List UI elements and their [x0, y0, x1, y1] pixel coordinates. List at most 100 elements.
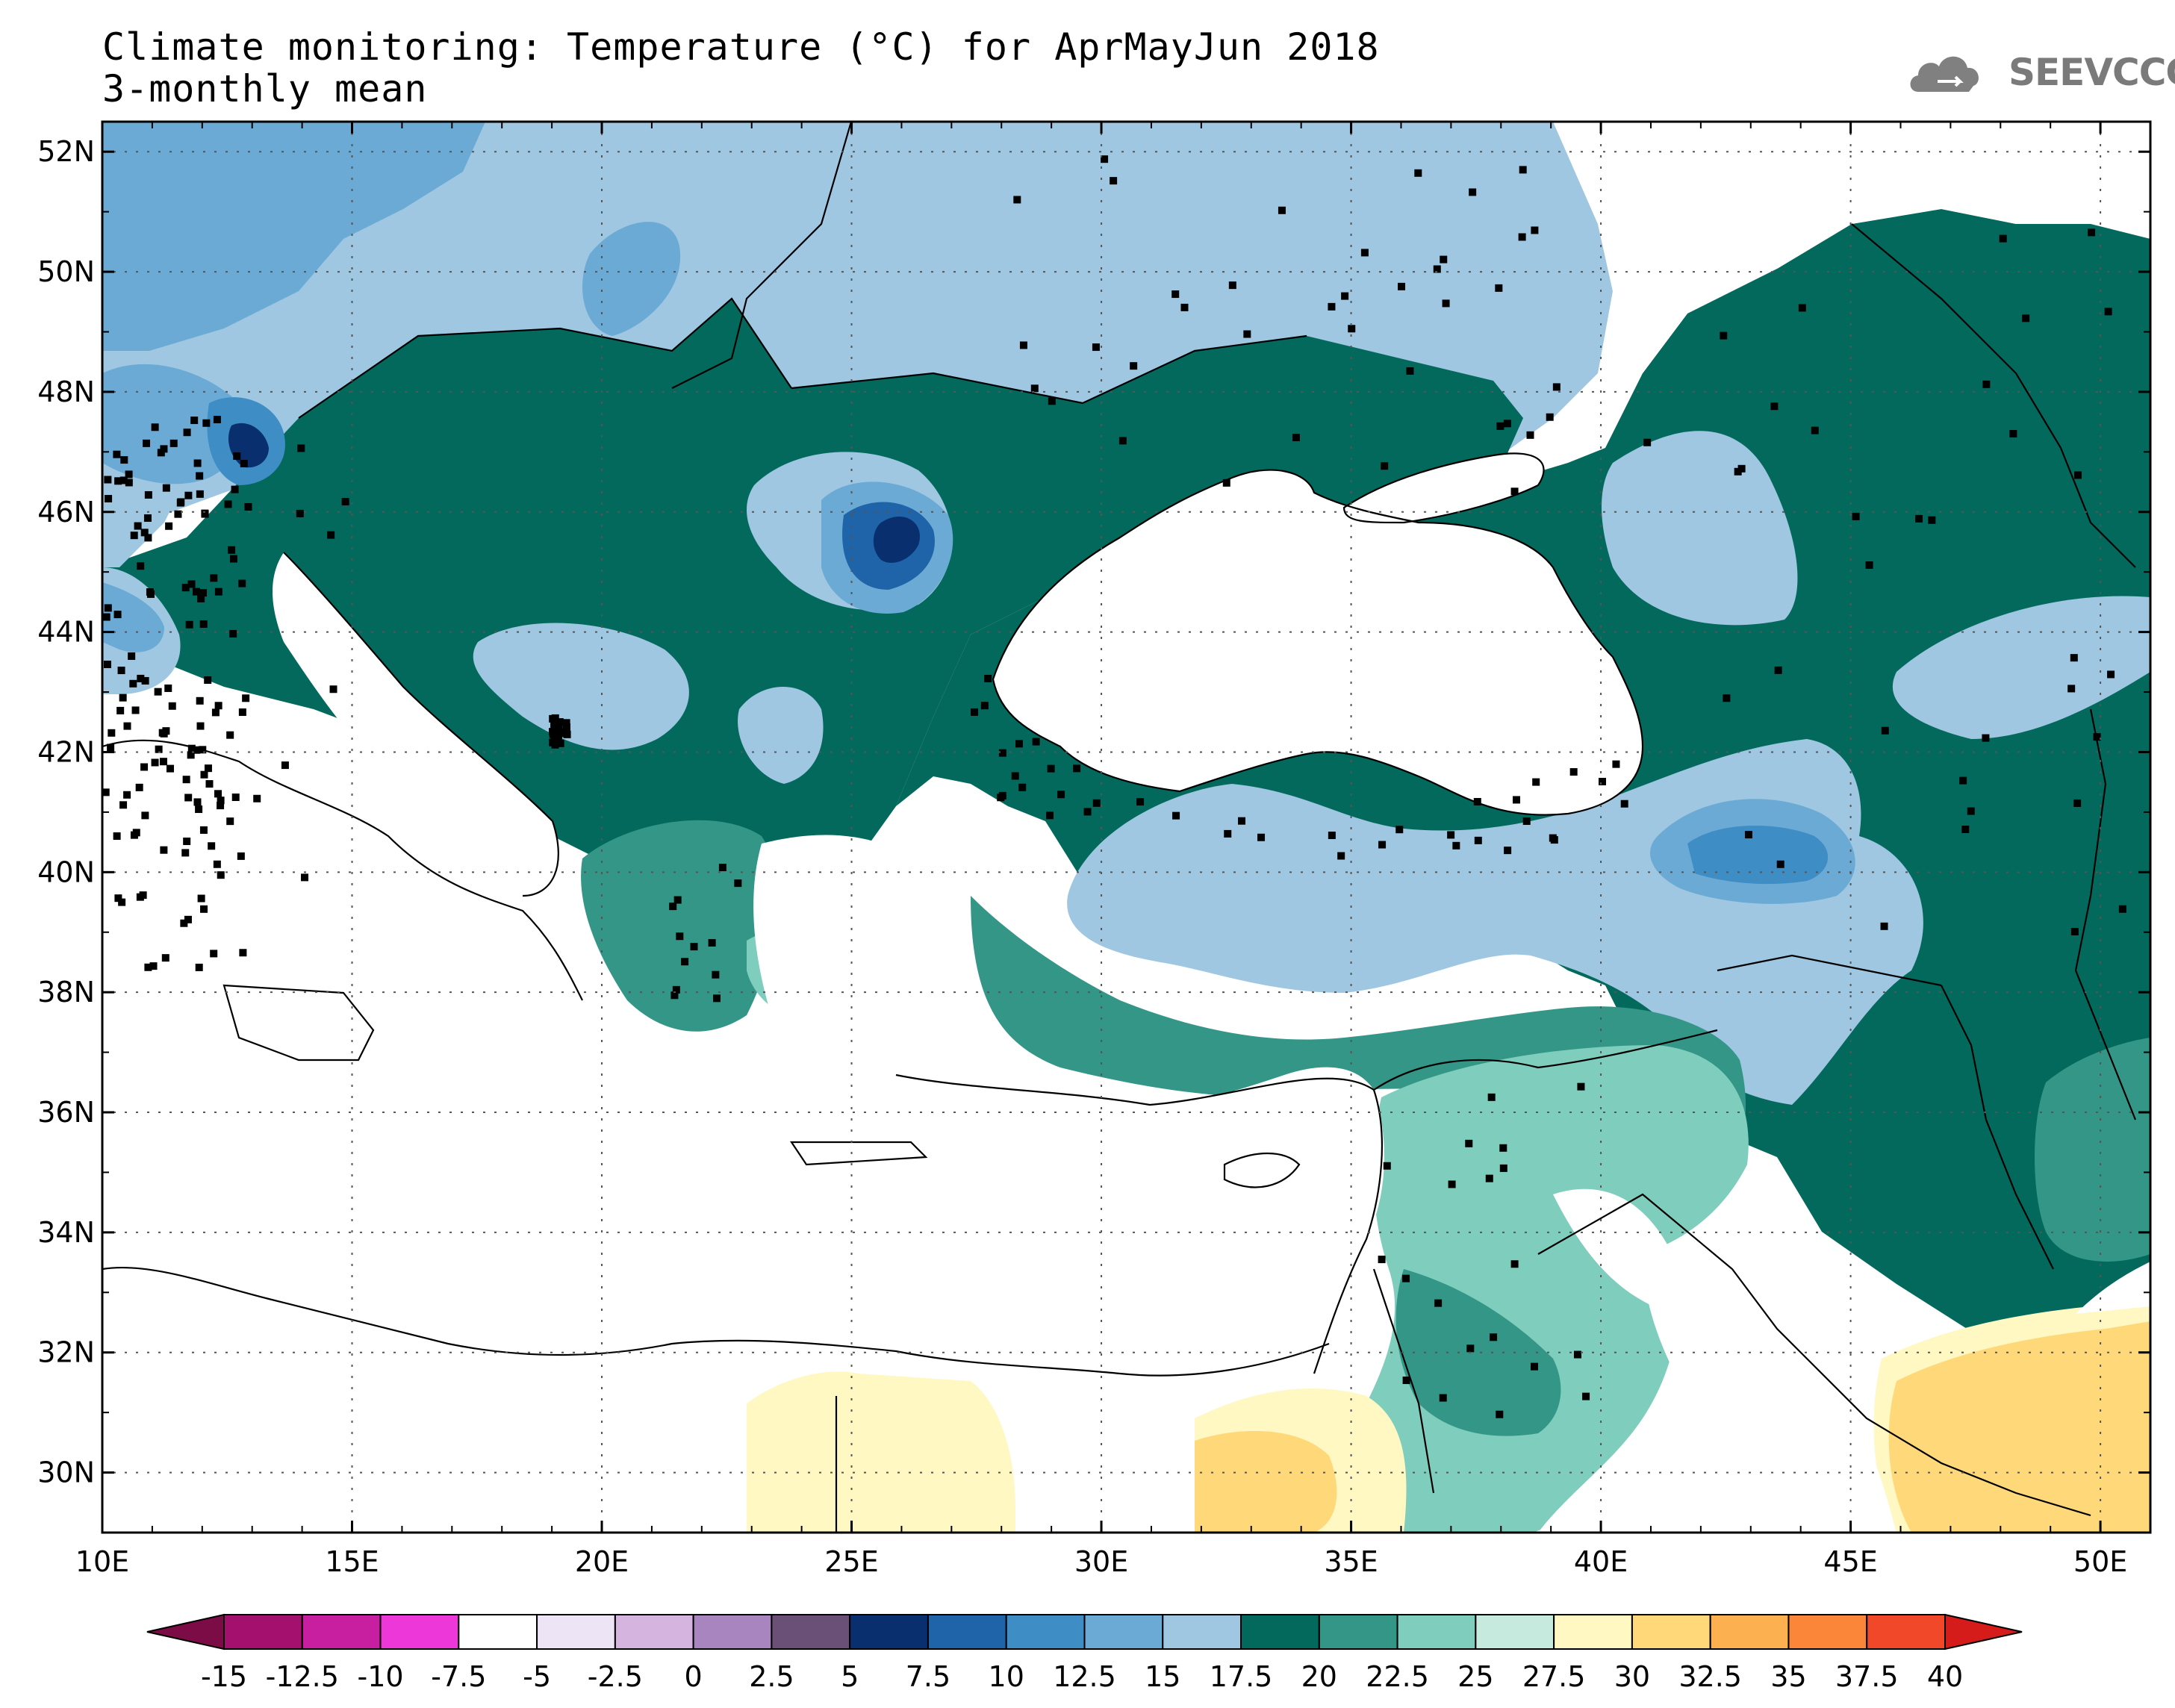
station-marker — [238, 708, 246, 717]
station-marker — [151, 758, 159, 767]
colorbar-label: -15 — [201, 1660, 247, 1693]
station-marker — [114, 477, 122, 485]
station-marker — [1744, 831, 1752, 839]
station-marker — [1136, 798, 1145, 806]
station-marker — [217, 871, 225, 879]
station-marker — [1612, 760, 1620, 768]
station-marker — [162, 484, 170, 492]
station-marker — [204, 676, 212, 685]
station-marker — [231, 793, 240, 801]
station-marker — [1485, 1174, 1493, 1182]
zone-15-17.5-north-caucasus — [1602, 431, 1798, 626]
station-marker — [2073, 799, 2082, 807]
northwest-no-data — [1553, 122, 1717, 373]
lon-tick-label: 10E — [75, 1545, 129, 1578]
station-marker — [1487, 1093, 1496, 1101]
station-marker — [1238, 817, 1246, 825]
colorbar-box — [1318, 1614, 1398, 1650]
seevccc-logo-text: SEEVCCC — [2008, 51, 2175, 94]
station-marker — [2104, 308, 2112, 316]
station-marker — [1180, 303, 1189, 311]
station-marker — [180, 919, 188, 927]
station-marker — [1402, 1274, 1410, 1282]
station-marker — [1378, 841, 1387, 849]
station-marker — [196, 472, 204, 480]
station-marker — [214, 587, 223, 596]
station-marker — [162, 727, 170, 735]
station-marker — [549, 730, 557, 738]
station-marker — [196, 722, 205, 730]
zone-30-32.5-egypt — [1195, 1430, 1337, 1533]
colorbar-box — [1631, 1614, 1711, 1650]
station-marker — [1402, 1377, 1410, 1385]
station-marker — [130, 831, 138, 839]
colorbar-box — [223, 1614, 303, 1650]
station-marker — [1852, 512, 1860, 520]
lat-tick-label: 34N — [37, 1216, 95, 1249]
colorbar-box — [1866, 1614, 1947, 1650]
station-marker — [214, 702, 223, 710]
station-marker — [1448, 1180, 1456, 1188]
station-marker — [143, 514, 152, 522]
station-marker — [1278, 206, 1286, 214]
sahara-no-data — [102, 1268, 747, 1533]
colorbar-label: 7.5 — [906, 1660, 950, 1693]
station-marker — [670, 991, 679, 1000]
station-marker — [161, 954, 169, 962]
station-marker — [174, 510, 182, 518]
colorbar-box — [458, 1614, 538, 1650]
station-marker — [1243, 330, 1251, 338]
station-marker — [105, 495, 113, 503]
station-marker — [208, 842, 216, 850]
lon-tick-label: 15E — [325, 1545, 379, 1578]
station-marker — [165, 522, 173, 530]
station-marker — [1434, 1299, 1443, 1307]
station-marker — [214, 790, 223, 798]
station-marker — [217, 802, 225, 810]
station-marker — [193, 746, 201, 754]
station-marker — [1530, 1362, 1538, 1371]
colorbar-box — [1553, 1614, 1633, 1650]
station-marker — [1546, 413, 1554, 421]
arabia-no-data — [1538, 1188, 1896, 1533]
station-marker — [184, 794, 193, 802]
station-marker — [1532, 778, 1540, 786]
station-marker — [2009, 430, 2017, 438]
colorbar-label: 30 — [1614, 1660, 1650, 1693]
station-marker — [1440, 255, 1448, 264]
station-marker — [123, 791, 131, 799]
station-marker — [199, 826, 208, 834]
station-marker — [154, 688, 162, 696]
zone-15-17.5-bulgaria — [738, 687, 824, 784]
station-marker — [1519, 166, 1527, 174]
colorbar-box — [1787, 1614, 1868, 1650]
colorbar-label: 2.5 — [749, 1660, 794, 1693]
zone-30-32.5-arabia — [1888, 1321, 2150, 1533]
station-marker — [146, 590, 155, 598]
colorbar-label: -10 — [358, 1660, 404, 1693]
station-marker — [712, 994, 721, 1003]
station-marker — [1378, 1256, 1386, 1264]
seevccc-cloud-icon — [1910, 56, 1979, 92]
station-marker — [103, 660, 111, 668]
station-marker — [1503, 420, 1511, 428]
station-marker — [1073, 764, 1081, 773]
station-marker — [551, 741, 559, 749]
station-marker — [137, 674, 145, 682]
lat-tick-label: 44N — [37, 616, 95, 649]
station-marker — [231, 485, 239, 493]
station-marker — [1465, 1139, 1473, 1147]
station-marker — [184, 491, 193, 499]
station-marker — [210, 574, 218, 582]
station-marker — [201, 510, 209, 518]
station-marker — [118, 898, 126, 906]
station-marker — [143, 439, 151, 447]
station-marker — [1030, 384, 1039, 393]
station-marker — [205, 780, 214, 788]
zone-22.5-25-east — [2035, 1038, 2150, 1262]
lon-tick-label: 30E — [1074, 1545, 1128, 1578]
station-marker — [168, 702, 176, 710]
station-marker — [192, 587, 200, 596]
colorbar-label: 37.5 — [1835, 1660, 1899, 1693]
colorbar-label: -7.5 — [431, 1660, 486, 1693]
